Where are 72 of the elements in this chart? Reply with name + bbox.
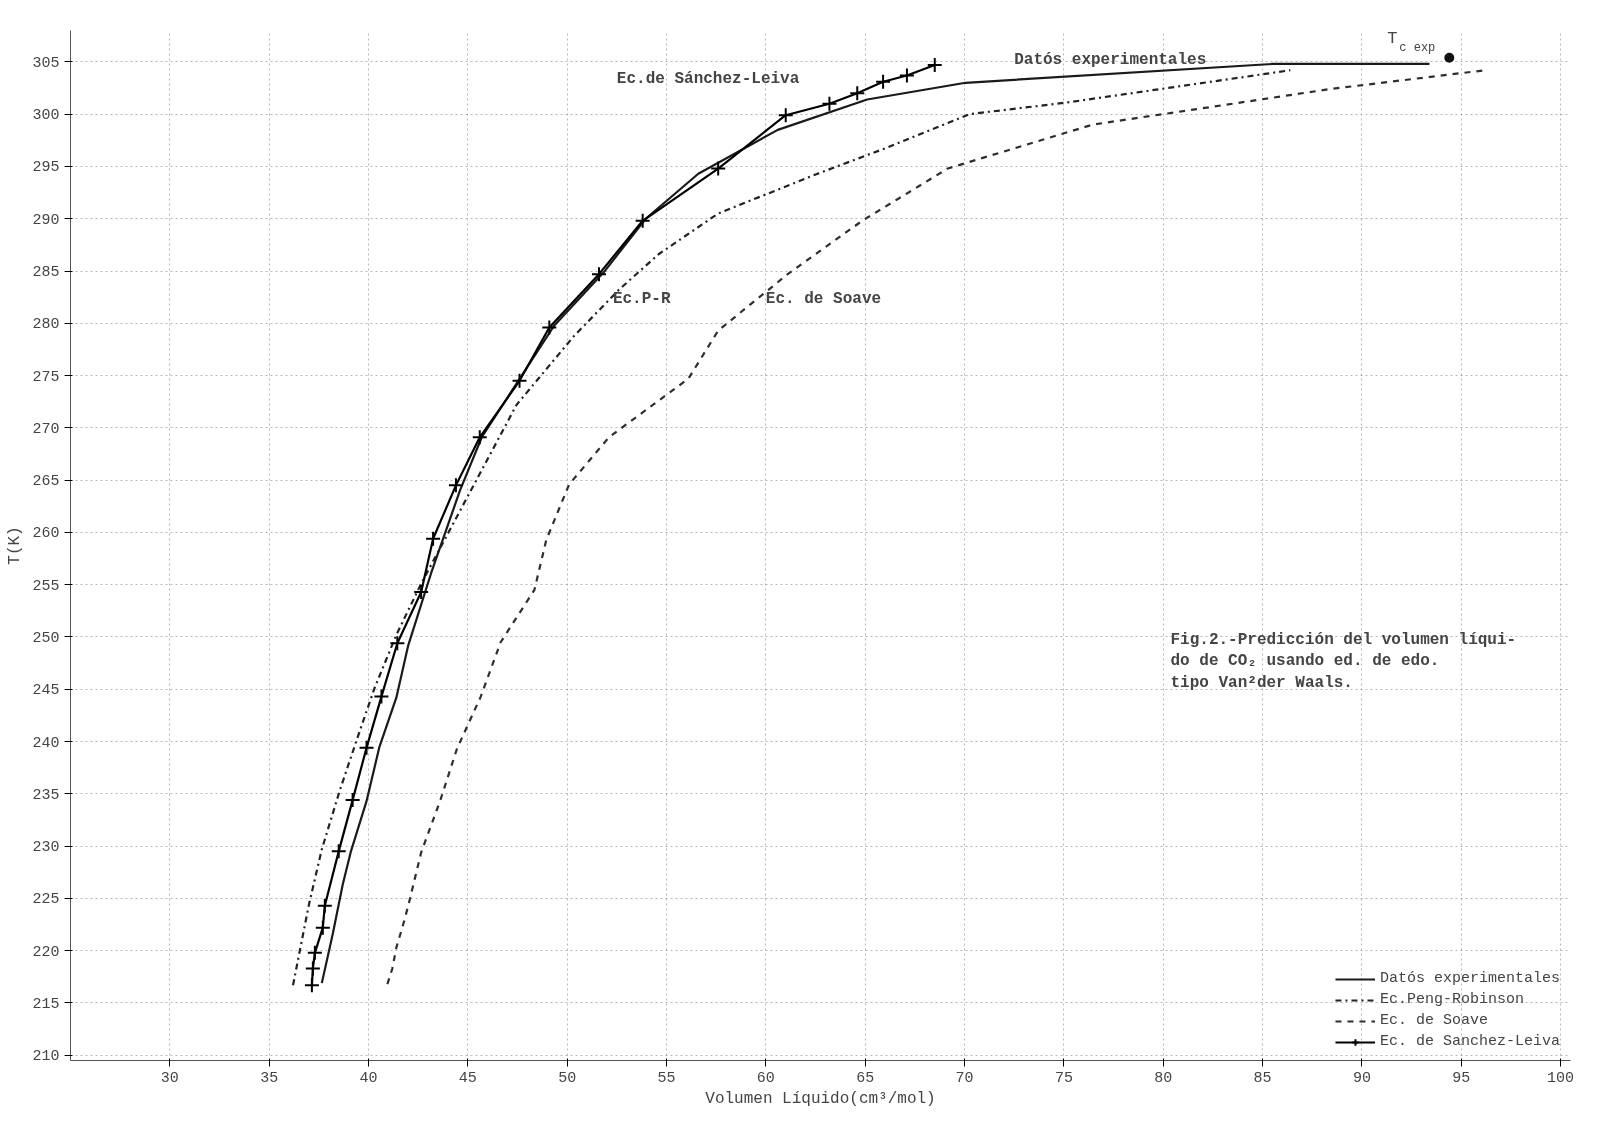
annotation: Fig.2.-Predicción del volumen líqui- do de CO₂ usando ed. de edo. tipo Van²der Waals. bbox=[1170, 630, 1517, 692]
y-tick-label: 225 bbox=[32, 891, 60, 909]
x-tick-label: 100 bbox=[1547, 1069, 1575, 1087]
y-tick-label: 290 bbox=[32, 211, 60, 229]
point bbox=[358, 739, 375, 756]
point bbox=[314, 919, 331, 936]
point bbox=[389, 635, 406, 652]
point bbox=[898, 67, 915, 84]
y-tick-label: 215 bbox=[32, 995, 60, 1013]
y-tick-label: 265 bbox=[32, 473, 60, 491]
x-tick-label: 70 bbox=[955, 1069, 974, 1087]
x-tick-label: 35 bbox=[260, 1069, 279, 1087]
point bbox=[304, 960, 321, 977]
legend-label: Ec. de Sanchez-Leiva bbox=[1379, 1033, 1560, 1050]
point bbox=[511, 372, 528, 389]
annotation: Ec.de Sánchez-Leiva bbox=[616, 70, 800, 89]
point bbox=[306, 944, 323, 961]
legend-label: Ec.Peng-Robinson bbox=[1379, 991, 1524, 1008]
y-tick-label: 220 bbox=[32, 943, 60, 961]
point bbox=[447, 477, 464, 494]
y-tick-label: 305 bbox=[32, 54, 60, 72]
annotation: Ec.P-R bbox=[612, 289, 671, 308]
y-axis-title: T(K) bbox=[6, 526, 25, 565]
point bbox=[425, 530, 442, 547]
x-tick-label: 60 bbox=[756, 1069, 775, 1087]
legend-label: Datós experimentales bbox=[1379, 970, 1560, 987]
y-tick-label: 280 bbox=[32, 316, 60, 334]
y-tick-label: 210 bbox=[32, 1048, 60, 1066]
x-tick-label: 85 bbox=[1253, 1069, 1272, 1087]
x-tick-label: 75 bbox=[1054, 1069, 1073, 1087]
point bbox=[821, 95, 838, 112]
y-tick-label: 295 bbox=[32, 159, 60, 177]
x-tick-label: 65 bbox=[856, 1069, 875, 1087]
x-tick-label: 90 bbox=[1352, 1069, 1371, 1087]
x-tick-label: 40 bbox=[359, 1069, 378, 1087]
point bbox=[316, 897, 333, 914]
point bbox=[303, 977, 320, 994]
point bbox=[1444, 52, 1455, 63]
x-axis-title: Volumen Líquido(cm³/mol) bbox=[705, 1089, 936, 1108]
y-tick-label: 285 bbox=[32, 264, 60, 282]
y-tick-label: 255 bbox=[32, 577, 60, 595]
y-tick-label: 275 bbox=[32, 368, 60, 386]
point bbox=[777, 107, 794, 124]
annotation: Ec. de Soave bbox=[765, 289, 882, 308]
point bbox=[634, 212, 651, 229]
point bbox=[344, 792, 361, 809]
point bbox=[590, 266, 607, 283]
point bbox=[875, 73, 892, 90]
legend-label: Ec. de Soave bbox=[1379, 1012, 1488, 1029]
y-tick-label: 250 bbox=[32, 630, 60, 647]
point bbox=[849, 85, 866, 102]
y-tick-label: 300 bbox=[32, 107, 60, 125]
x-tick-label: 95 bbox=[1452, 1069, 1471, 1087]
x-tick-label: 30 bbox=[160, 1069, 179, 1087]
point bbox=[413, 584, 430, 601]
x-tick-label: 50 bbox=[558, 1069, 577, 1087]
point bbox=[541, 319, 558, 336]
point bbox=[330, 843, 347, 860]
annotation: Datós experimentales bbox=[1014, 51, 1207, 70]
y-tick-label: 270 bbox=[32, 420, 60, 438]
point bbox=[471, 429, 488, 446]
y-tick-label: 230 bbox=[32, 839, 60, 857]
y-tick-label: 235 bbox=[32, 786, 60, 804]
x-tick-label: 55 bbox=[657, 1069, 676, 1087]
x-tick-label: 80 bbox=[1154, 1069, 1173, 1087]
y-tick-label: 260 bbox=[32, 525, 60, 543]
y-tick-label: 240 bbox=[32, 734, 60, 752]
point bbox=[710, 160, 727, 177]
x-tick-label: 45 bbox=[458, 1069, 477, 1087]
y-tick-label: 245 bbox=[32, 682, 60, 700]
point bbox=[373, 688, 390, 705]
point bbox=[926, 57, 943, 74]
